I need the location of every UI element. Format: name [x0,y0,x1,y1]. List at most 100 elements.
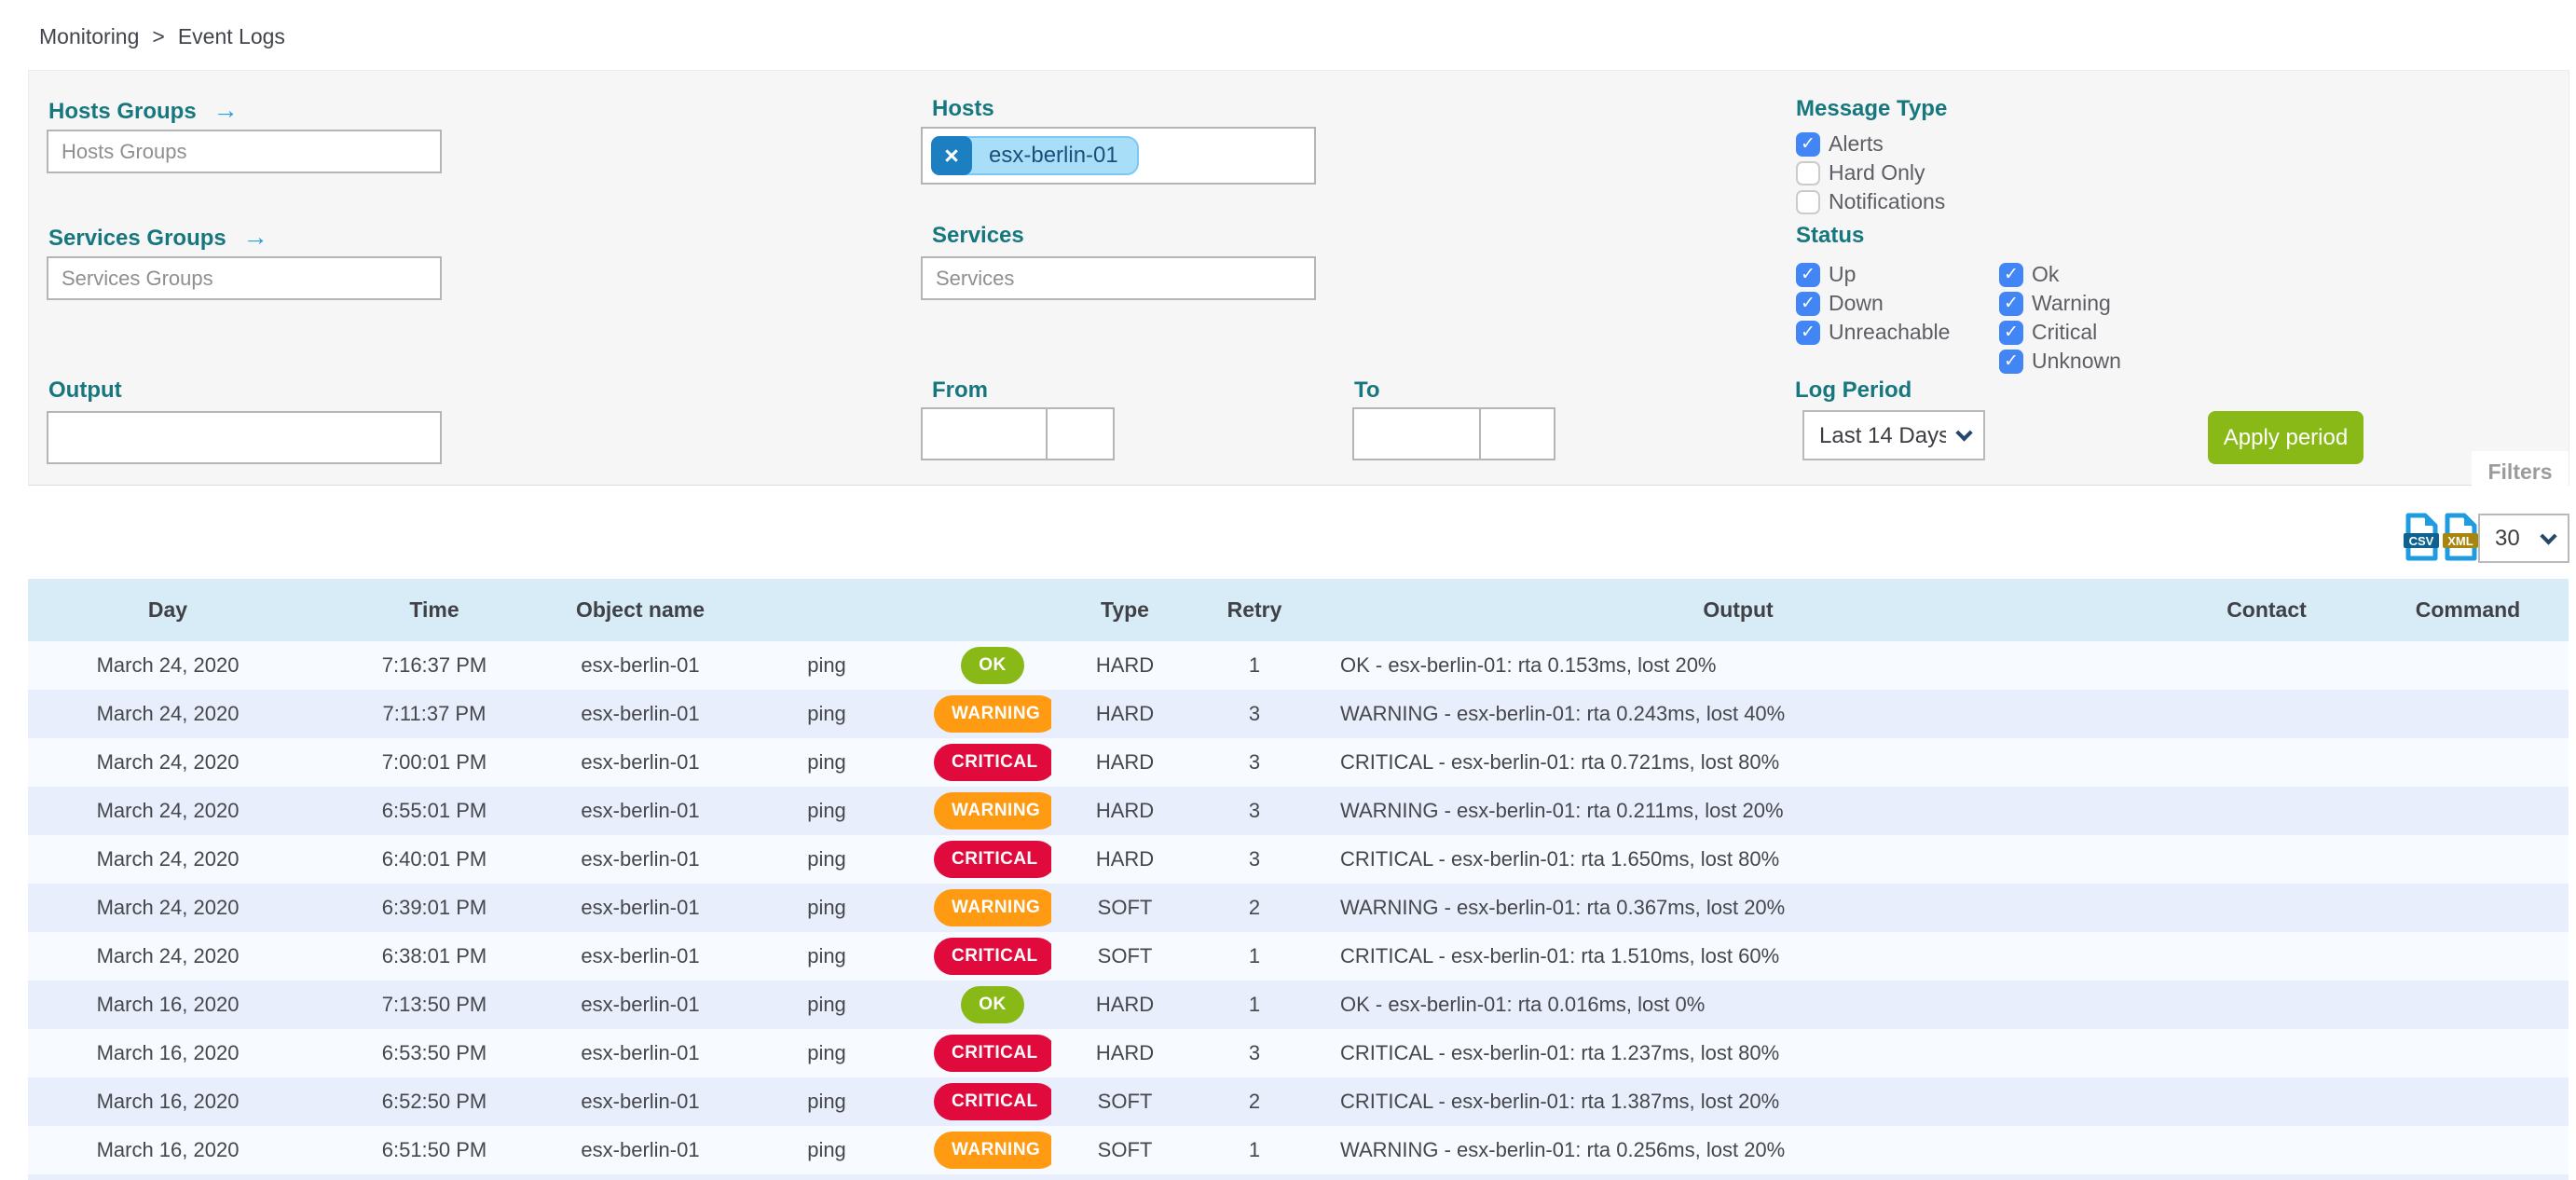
status-badge: CRITICAL [934,1035,1051,1072]
hosts-groups-input[interactable] [47,130,442,173]
from-time-input[interactable] [1046,407,1115,460]
cell-day: March 24, 2020 [96,847,240,871]
rows-per-page-select[interactable]: 30 [2478,514,2569,563]
status-badge: WARNING [934,889,1051,926]
cell-output: CRITICAL - esx-berlin-01: rta 1.237ms, l… [1340,1041,1780,1064]
from-date-input[interactable] [921,407,1048,460]
to-date-input[interactable] [1352,407,1481,460]
status-badge: CRITICAL [934,744,1051,781]
services-groups-input[interactable] [47,256,442,300]
column-header-retry[interactable]: Retry [1199,579,1310,641]
column-header-command[interactable]: Command [2367,579,2569,641]
checkbox-unchecked-icon[interactable] [1796,189,1820,214]
table-row[interactable]: March 16, 2020 6:53:50 PM esx-berlin-01 … [28,1029,2569,1077]
breadcrumb-separator: > [152,24,165,48]
cell-day: March 16, 2020 [96,993,240,1016]
checkbox-checked-icon[interactable]: ✓ [1796,262,1820,287]
cell-output: CRITICAL - esx-berlin-01: rta 1.650ms, l… [1340,847,1780,871]
xml-export-icon[interactable]: XML [2442,513,2479,561]
checkbox-alerts[interactable]: ✓ Alerts [1796,131,1884,157]
table-row[interactable]: March 24, 2020 6:39:01 PM esx-berlin-01 … [28,884,2569,932]
checkbox-label: Alerts [1829,131,1884,156]
table-row[interactable]: March 24, 2020 7:16:37 PM esx-berlin-01 … [28,641,2569,690]
checkbox-checked-icon[interactable]: ✓ [1796,291,1820,316]
checkbox-unreachable[interactable]: ✓ Unreachable [1796,320,1950,345]
cell-day: March 24, 2020 [96,653,240,677]
cell-command [2367,835,2569,884]
cell-command [2367,690,2569,738]
checkbox-checked-icon[interactable]: ✓ [1796,320,1820,345]
cell-time: 7:00:01 PM [381,750,487,774]
checkbox-notifications[interactable]: Notifications [1796,189,1945,214]
services-input[interactable] [921,256,1316,300]
cell-type: SOFT [1097,1138,1153,1161]
checkbox-critical[interactable]: ✓ Critical [1999,320,2097,345]
csv-export-icon[interactable]: CSV [2403,513,2440,561]
checkbox-up[interactable]: ✓ Up [1796,262,1856,287]
table-row[interactable]: March 24, 2020 6:38:01 PM esx-berlin-01 … [28,932,2569,981]
status-label: Status [1796,223,1865,248]
table-row[interactable]: March 24, 2020 6:55:01 PM esx-berlin-01 … [28,787,2569,835]
breadcrumb-current[interactable]: Event Logs [177,24,285,48]
cell-retry: 1 [1248,944,1261,967]
checkbox-ok[interactable]: ✓ Ok [1999,262,2059,287]
cell-status: OK [934,641,1051,690]
output-label: Output [48,377,122,403]
cell-service: ping [807,1090,846,1113]
output-input[interactable] [47,411,442,464]
table-row[interactable]: March 16, 2020 6:52:50 PM esx-berlin-01 … [28,1077,2569,1126]
checkbox-checked-icon[interactable]: ✓ [1999,349,2023,374]
breadcrumb-monitoring[interactable]: Monitoring [39,24,140,48]
table-row[interactable]: March 16, 2020 7:13:50 PM esx-berlin-01 … [28,981,2569,1029]
checkbox-checked-icon[interactable]: ✓ [1796,131,1820,157]
table-row[interactable]: March 16, 2020 6:51:50 PM esx-berlin-01 … [28,1126,2569,1174]
column-header-contact[interactable]: Contact [2166,579,2367,641]
checkbox-unknown[interactable]: ✓ Unknown [1999,349,2121,374]
cell-time: 7:16:37 PM [381,653,487,677]
checkbox-down[interactable]: ✓ Down [1796,291,1884,316]
hosts-input[interactable]: esx-berlin-01 × [921,127,1316,185]
services-groups-arrow-icon[interactable]: → [242,223,268,251]
cell-contact [2166,787,2367,835]
apply-period-button[interactable]: Apply period [2208,411,2364,464]
cell-retry: 1 [1248,993,1261,1016]
column-header-object-name[interactable]: Object name [561,579,719,641]
cell-service: ping [807,944,846,967]
checkbox-checked-icon[interactable]: ✓ [1999,291,2023,316]
column-header-time[interactable]: Time [308,579,561,641]
checkbox-label: Notifications [1829,189,1946,213]
checkbox-label: Warning [2032,291,2111,315]
column-header-type[interactable]: Type [1051,579,1199,641]
cell-time: 7:13:50 PM [381,993,487,1016]
cell-retry: 3 [1248,702,1261,725]
checkbox-hard-only[interactable]: Hard Only [1796,160,1925,185]
cell-day: March 24, 2020 [96,944,240,967]
cell-retry: 3 [1248,750,1261,774]
cell-contact [2166,738,2367,787]
from-label: From [932,377,988,403]
checkbox-checked-icon[interactable]: ✓ [1999,320,2023,345]
log-period-label: Log Period [1795,377,1912,403]
filters-tab[interactable]: Filters [2472,451,2569,492]
services-label: Services [932,223,1024,248]
hosts-groups-arrow-icon[interactable]: → [212,96,239,124]
checkbox-unchecked-icon[interactable] [1796,160,1820,185]
checkbox-warning[interactable]: ✓ Warning [1999,291,2111,316]
cell-contact [2166,932,2367,981]
cell-contact [2166,1126,2367,1174]
status-badge: CRITICAL [934,841,1051,878]
table-row[interactable]: March 24, 2020 7:11:37 PM esx-berlin-01 … [28,690,2569,738]
cell-command [2367,738,2569,787]
cell-status: WARNING [934,787,1051,835]
table-row[interactable]: March 24, 2020 6:40:01 PM esx-berlin-01 … [28,835,2569,884]
checkbox-checked-icon[interactable]: ✓ [1999,262,2023,287]
table-row[interactable]: March 24, 2020 7:00:01 PM esx-berlin-01 … [28,738,2569,787]
to-time-input[interactable] [1479,407,1555,460]
column-header-output[interactable]: Output [1310,579,2166,641]
column-header-day[interactable]: Day [28,579,308,641]
log-period-select[interactable]: Last 14 Days [1802,410,1985,460]
cell-object-name: esx-berlin-01 [581,1041,700,1064]
remove-host-icon[interactable]: × [931,136,972,175]
status-badge: OK [961,647,1024,684]
